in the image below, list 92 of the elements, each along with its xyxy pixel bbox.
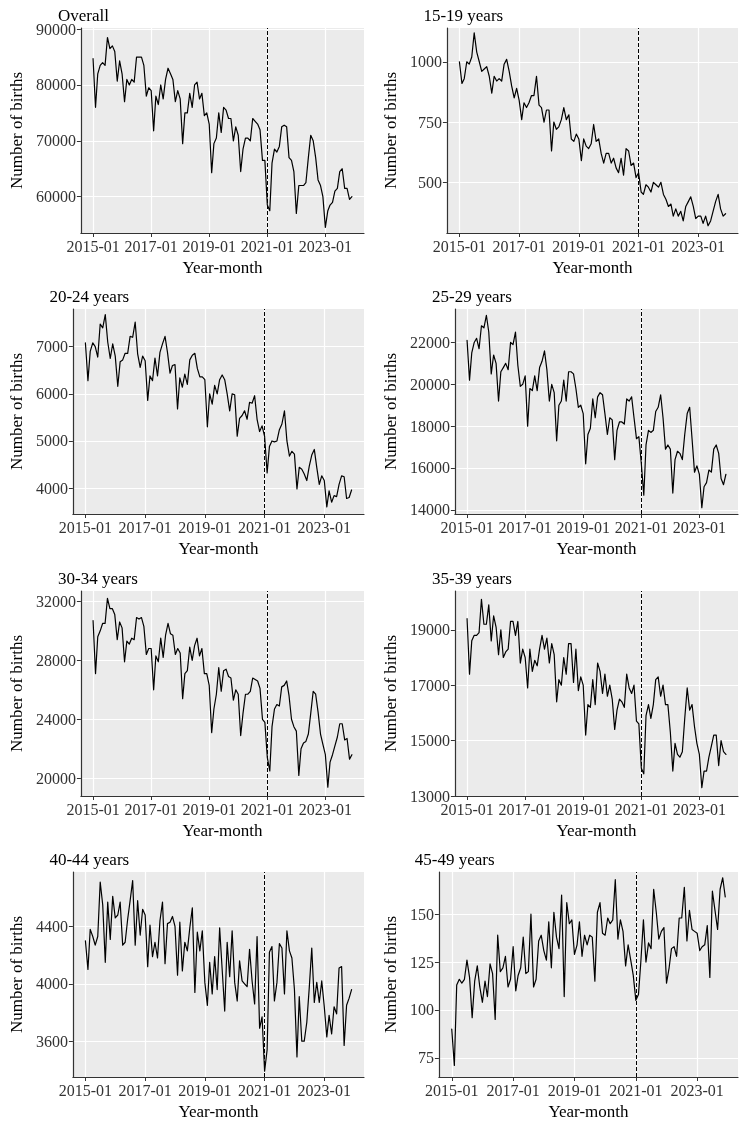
y-tick-label: 14000 <box>409 501 450 519</box>
x-tick-label: 2019-01 <box>556 518 610 536</box>
y-tick-label: 125 <box>409 953 434 971</box>
x-tick-label: 2019-01 <box>552 237 606 255</box>
x-tick-label: 2015-01 <box>66 800 120 817</box>
y-axis-title: Number of births <box>381 353 400 471</box>
x-axis-title: Year-month <box>178 539 259 559</box>
x-tick-label: 2023-01 <box>297 1081 351 1099</box>
y-tick-label: 1000 <box>409 53 442 71</box>
x-axis-title: Year-month <box>182 820 263 840</box>
x-tick-label: 2015-01 <box>425 1081 479 1099</box>
x-tick-label: 2021-01 <box>240 237 294 255</box>
y-tick-label: 4400 <box>35 917 68 935</box>
x-axis-title: Year-month <box>556 539 637 559</box>
y-axis-title: Number of births <box>7 915 26 1033</box>
y-tick-label: 500 <box>417 173 442 191</box>
y-tick-label: 6000 <box>35 385 68 403</box>
y-tick-label: 70000 <box>35 132 76 150</box>
x-axis-title: Year-month <box>548 1101 629 1121</box>
x-tick-label: 2015-01 <box>440 518 494 536</box>
x-tick-label: 2019-01 <box>182 800 236 817</box>
y-tick-label: 100 <box>409 1001 434 1019</box>
x-tick-label: 2021-01 <box>240 800 294 817</box>
x-tick-label: 2023-01 <box>672 800 727 817</box>
y-tick-label: 150 <box>409 905 434 923</box>
x-tick-label: 2023-01 <box>298 237 353 255</box>
y-tick-label: 75 <box>417 1049 434 1067</box>
x-tick-label: 2023-01 <box>297 518 351 536</box>
x-tick-label: 2023-01 <box>671 237 725 255</box>
y-axis-title: Number of births <box>7 634 26 752</box>
x-tick-label: 2015-01 <box>66 237 120 255</box>
x-tick-label: 2017-01 <box>498 800 552 817</box>
y-tick-label: 32000 <box>35 592 76 610</box>
chart-title: 40-44 years <box>49 849 130 869</box>
chart-title: 45-49 years <box>414 849 495 869</box>
x-tick-label: 2021-01 <box>237 1081 292 1099</box>
y-tick-label: 750 <box>417 113 442 131</box>
y-axis-title: Number of births <box>381 634 400 752</box>
y-tick-label: 22000 <box>409 334 450 352</box>
x-tick-label: 2019-01 <box>178 518 232 536</box>
y-tick-label: 20000 <box>35 769 76 787</box>
x-tick-label: 2023-01 <box>672 518 727 536</box>
chart-title: 25-29 years <box>432 287 512 307</box>
y-tick-label: 5000 <box>35 432 68 450</box>
y-tick-label: 16000 <box>409 459 450 477</box>
x-tick-label: 2017-01 <box>124 800 178 817</box>
y-tick-label: 4000 <box>35 975 68 993</box>
y-axis-title: Number of births <box>381 915 400 1033</box>
x-tick-label: 2017-01 <box>124 237 178 255</box>
x-tick-label: 2015-01 <box>432 237 487 255</box>
x-tick-label: 2023-01 <box>298 800 353 817</box>
x-tick-label: 2019-01 <box>182 237 236 255</box>
y-tick-label: 19000 <box>409 620 450 638</box>
y-tick-label: 28000 <box>35 651 76 669</box>
x-tick-label: 2021-01 <box>614 518 668 536</box>
x-tick-label: 2023-01 <box>670 1081 724 1099</box>
y-axis-title: Number of births <box>7 353 26 471</box>
y-tick-label: 3600 <box>35 1032 68 1050</box>
x-tick-label: 2021-01 <box>611 237 666 255</box>
y-tick-label: 80000 <box>35 76 76 94</box>
x-tick-label: 2017-01 <box>498 518 552 536</box>
x-axis-title: Year-month <box>182 258 263 277</box>
x-tick-label: 2015-01 <box>58 1081 113 1099</box>
x-axis-title: Year-month <box>556 820 637 840</box>
x-axis-title: Year-month <box>178 1101 259 1121</box>
x-tick-label: 2021-01 <box>237 518 292 536</box>
y-tick-label: 7000 <box>35 338 68 356</box>
x-tick-label: 2019-01 <box>547 1081 602 1099</box>
chart-title: 30-34 years <box>58 568 138 588</box>
x-tick-label: 2017-01 <box>118 518 172 536</box>
y-tick-label: 60000 <box>35 188 76 206</box>
y-axis-title: Number of births <box>381 71 400 190</box>
x-axis-title: Year-month <box>552 258 633 277</box>
x-tick-label: 2015-01 <box>58 518 113 536</box>
y-axis-title: Number of births <box>7 71 26 190</box>
x-tick-label: 2019-01 <box>178 1081 232 1099</box>
x-tick-label: 2019-01 <box>556 800 610 817</box>
x-tick-label: 2017-01 <box>486 1081 540 1099</box>
x-tick-label: 2021-01 <box>609 1081 663 1099</box>
y-tick-label: 4000 <box>35 479 68 497</box>
x-tick-label: 2017-01 <box>492 237 546 255</box>
y-tick-label: 17000 <box>409 676 450 694</box>
chart-title: 15-19 years <box>423 6 504 25</box>
y-tick-label: 13000 <box>409 787 450 804</box>
chart-title: 35-39 years <box>432 568 512 588</box>
chart-title: 20-24 years <box>49 287 130 307</box>
y-tick-label: 18000 <box>409 417 450 435</box>
y-tick-label: 20000 <box>409 376 450 394</box>
y-tick-label: 15000 <box>409 731 450 749</box>
x-tick-label: 2021-01 <box>614 800 668 817</box>
x-tick-label: 2017-01 <box>118 1081 172 1099</box>
y-tick-label: 24000 <box>35 710 76 728</box>
